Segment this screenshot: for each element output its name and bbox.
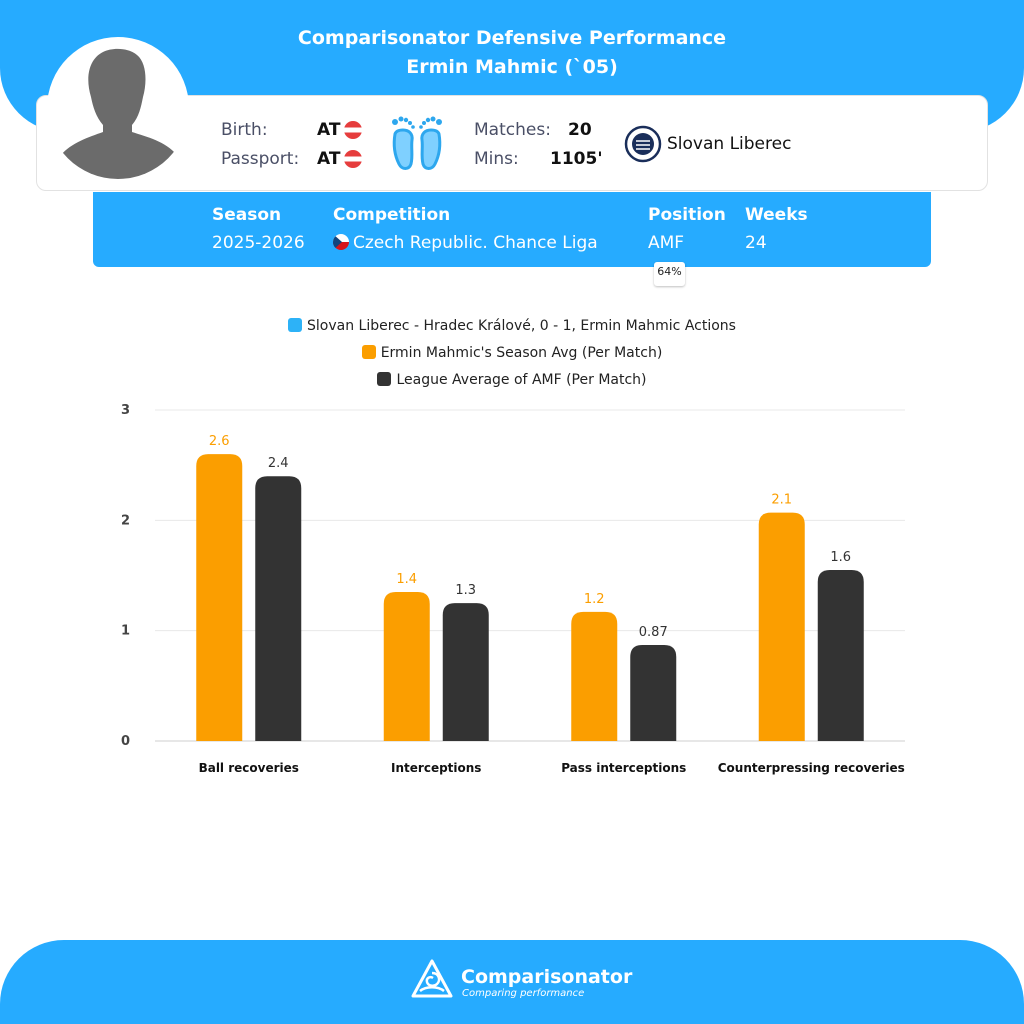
- comparisonator-logo-icon: [411, 959, 453, 998]
- feet-icon: [392, 116, 442, 170]
- data-label: 2.4: [268, 456, 289, 471]
- legend-item-league: League Average of AMF (Per Match): [0, 372, 1024, 388]
- page-title: Comparisonator Defensive Performance: [297, 27, 727, 49]
- austria-flag-icon: [344, 121, 362, 139]
- position-label: Position: [648, 205, 726, 225]
- legend-label-league: League Average of AMF (Per Match): [396, 372, 647, 388]
- bar-season-avg: [758, 512, 805, 741]
- passport-label: Passport:: [221, 149, 300, 169]
- passport-value: AT: [317, 149, 341, 169]
- x-tick-label: Interceptions: [391, 761, 481, 775]
- position-value: AMF: [648, 233, 685, 253]
- data-label: 1.4: [396, 572, 417, 587]
- mins-value: 1105': [550, 149, 603, 169]
- data-label: 0.87: [639, 625, 668, 640]
- legend-swatch-season: [361, 345, 376, 359]
- data-label: 2.1: [771, 493, 792, 508]
- data-label: 1.6: [830, 550, 851, 565]
- y-tick-label: 2: [121, 513, 130, 528]
- data-label: 2.6: [209, 434, 230, 449]
- y-tick-label: 3: [121, 403, 130, 418]
- legend-item-season: Ermin Mahmic's Season Avg (Per Match): [0, 345, 1024, 361]
- y-tick-label: 0: [121, 734, 130, 749]
- legend-swatch-league: [377, 372, 392, 386]
- legend-label-season: Ermin Mahmic's Season Avg (Per Match): [380, 345, 663, 361]
- competition-text: Czech Republic. Chance Liga: [353, 233, 598, 253]
- season-panel: Season Competition Position Weeks 2025-2…: [93, 192, 931, 267]
- avatar: [47, 37, 189, 179]
- bar-league-avg: [255, 476, 302, 741]
- mins-label: Mins:: [474, 149, 519, 169]
- data-label: 1.2: [584, 592, 605, 607]
- competition-value: Czech Republic. Chance Liga: [333, 233, 598, 253]
- x-tick-label: Pass interceptions: [561, 761, 686, 775]
- birth-value: AT: [317, 120, 341, 140]
- club-crest-icon: [624, 125, 662, 163]
- player-name: Ermin Mahmic (`05): [406, 56, 618, 78]
- bar-league-avg: [442, 603, 489, 741]
- brand-name: Comparisonator: [461, 966, 633, 988]
- matches-value: 20: [568, 120, 592, 140]
- x-tick-label: Counterpressing recoveries: [718, 761, 905, 775]
- legend-item-match: Slovan Liberec - Hradec Králové, 0 - 1, …: [0, 318, 1024, 334]
- competition-label: Competition: [333, 205, 451, 225]
- player-silhouette-icon: [55, 48, 182, 179]
- player-info-card: Birth: AT Passport: AT Matches: 20 Mins:…: [36, 95, 988, 191]
- club-name: Slovan Liberec: [667, 134, 792, 154]
- bar-season-avg: [571, 611, 618, 741]
- bar-chart: 0 1 2 3 2.6 2.4 Ball recoveries 1.4 1.3 Intercept…: [121, 403, 905, 775]
- matches-label: Matches:: [474, 120, 551, 140]
- bar-league-avg: [630, 645, 677, 741]
- birth-label: Birth:: [221, 120, 268, 140]
- bar-league-avg: [817, 569, 864, 741]
- bar-season-avg: [196, 454, 243, 741]
- footer-band: [0, 940, 1024, 1024]
- austria-flag-icon: [344, 150, 362, 168]
- bar-season-avg: [383, 592, 430, 741]
- weeks-value: 24: [745, 233, 767, 253]
- data-label: 1.3: [455, 583, 476, 598]
- czech-flag-icon: [333, 234, 349, 250]
- brand-tagline: Comparing performance: [462, 988, 585, 999]
- legend-label-match: Slovan Liberec - Hradec Králové, 0 - 1, …: [307, 318, 736, 334]
- position-percent-badge: 64%: [654, 262, 685, 286]
- season-value: 2025-2026: [212, 233, 305, 253]
- season-label: Season: [212, 205, 282, 225]
- legend-swatch-match: [288, 318, 303, 332]
- y-tick-label: 1: [121, 624, 130, 639]
- x-tick-label: Ball recoveries: [199, 761, 299, 775]
- weeks-label: Weeks: [745, 205, 808, 225]
